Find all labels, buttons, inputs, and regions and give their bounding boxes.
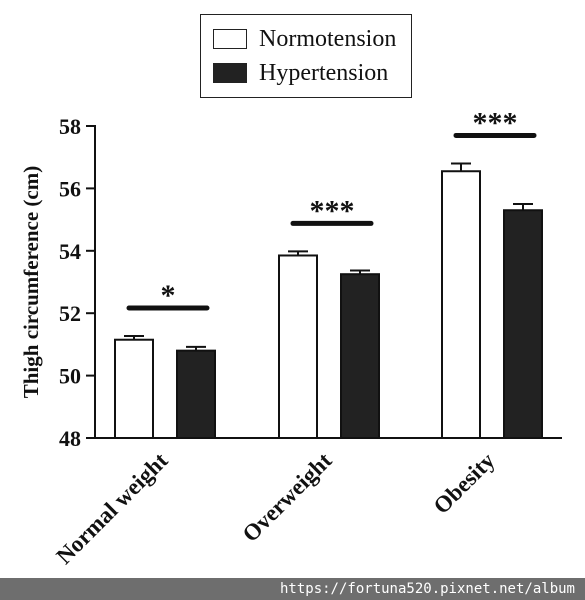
- legend-label-normotension: Normotension: [259, 25, 397, 52]
- bar-normotension-normal-weight: [114, 338, 154, 439]
- y-tick-label: 52: [59, 301, 81, 326]
- x-tick-label: Normal weight: [51, 448, 172, 569]
- legend-swatch-normotension: [213, 29, 247, 49]
- significance-label: ***: [310, 194, 355, 227]
- legend-item-hypertension: Hypertension: [213, 58, 388, 88]
- chart-legend: Normotension Hypertension: [200, 14, 412, 98]
- bar-hypertension-obesity: [503, 209, 543, 439]
- x-tick-label: Obesity: [429, 448, 500, 519]
- y-tick-label: 58: [59, 114, 81, 139]
- bar-hypertension-overweight: [340, 273, 380, 440]
- legend-label-hypertension: Hypertension: [259, 59, 389, 86]
- y-tick-label: 54: [59, 239, 81, 264]
- y-tick-label: 48: [59, 426, 81, 451]
- bar-normotension-overweight: [278, 254, 318, 439]
- y-tick-label: 50: [59, 364, 81, 389]
- x-tick-label: Overweight: [238, 448, 337, 547]
- y-tick-label: 56: [59, 176, 81, 201]
- significance-label: *: [161, 279, 176, 312]
- bar-hypertension-normal-weight: [176, 349, 216, 440]
- legend-item-normotension: Normotension: [213, 24, 396, 54]
- y-axis-label: Thigh circumference (cm): [19, 166, 43, 399]
- significance-label: ***: [473, 106, 518, 139]
- bar-normotension-obesity: [441, 170, 481, 440]
- watermark-bar: https://fortuna520.pixnet.net/album: [0, 578, 585, 600]
- legend-swatch-hypertension: [213, 63, 247, 83]
